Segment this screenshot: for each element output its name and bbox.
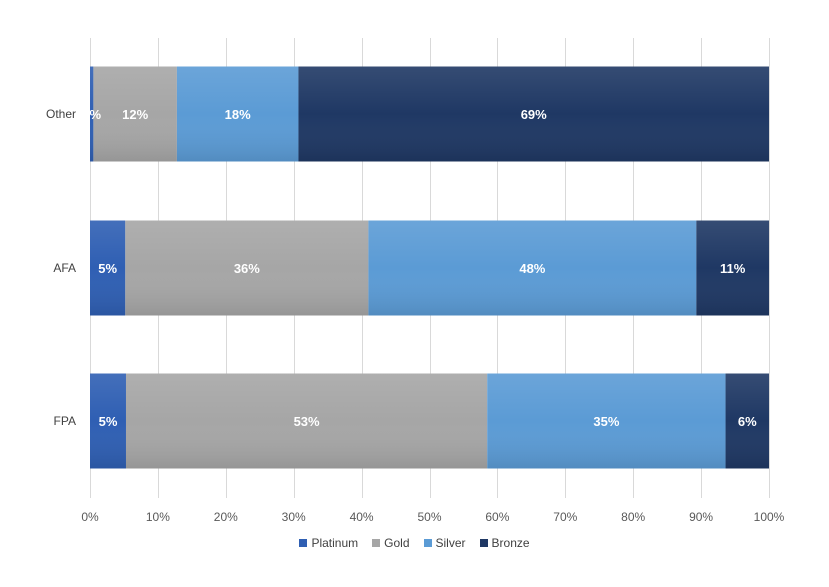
- bar-segment-shading: [487, 373, 726, 469]
- legend-swatch: [299, 539, 308, 547]
- bar-segment-shading: [90, 373, 126, 469]
- data-label: 53%: [294, 414, 320, 429]
- x-tick-label: 100%: [754, 510, 785, 524]
- bar-segment-shading: [93, 66, 177, 162]
- bar-segment-shading: [298, 66, 769, 162]
- legend-swatch: [479, 539, 488, 547]
- data-label: 69%: [521, 107, 547, 122]
- bar-segment-shading: [125, 220, 369, 316]
- bar-segment-shading: [696, 220, 769, 316]
- x-tick-label: 10%: [146, 510, 170, 524]
- data-label: 5%: [98, 261, 117, 276]
- data-label: 11%: [720, 261, 746, 276]
- legend-swatch: [423, 539, 432, 547]
- bar-segment-shading: [90, 220, 126, 316]
- x-tick-label: 0%: [81, 510, 99, 524]
- x-tick-label: 50%: [417, 510, 441, 524]
- bar-segment-shading: [90, 66, 94, 162]
- legend-item-gold: Gold: [372, 536, 410, 550]
- legend-label: Bronze: [491, 536, 530, 550]
- legend-item-silver: Silver: [423, 536, 466, 550]
- legend: Platinum Gold Silver Bronze: [0, 536, 829, 550]
- bar-segment-shading: [368, 220, 697, 316]
- category-label: AFA: [53, 261, 76, 275]
- data-label: 18%: [225, 107, 251, 122]
- legend-label: Silver: [435, 536, 466, 550]
- x-tick-label: 90%: [689, 510, 713, 524]
- data-labels: 1% 12% 18% 69% 5% 36% 48% 11% 5% 53% 35% 6%: [82, 107, 757, 429]
- x-tick-label: 60%: [485, 510, 509, 524]
- bar-segment-shading: [176, 66, 299, 162]
- bar-segment-shading: [725, 373, 769, 469]
- x-tick-label: 20%: [214, 510, 238, 524]
- legend-item-platinum: Platinum: [299, 536, 358, 550]
- legend-label: Gold: [384, 536, 410, 550]
- data-label: 35%: [593, 414, 619, 429]
- x-tick-label: 30%: [282, 510, 306, 524]
- axes: 0% 10% 20% 30% 40% 50% 60% 70% 80% 90% 100% Other AF…: [46, 107, 785, 524]
- x-tick-label: 70%: [553, 510, 577, 524]
- legend-item-bronze: Bronze: [479, 536, 530, 550]
- legend-label: Platinum: [311, 536, 359, 550]
- category-label: FPA: [54, 414, 76, 428]
- x-tick-label: 40%: [350, 510, 374, 524]
- data-label: 1%: [82, 107, 101, 122]
- legend-swatch: [372, 539, 381, 547]
- bar-segment-shading: [125, 373, 488, 469]
- data-label: 48%: [519, 261, 545, 276]
- data-label: 12%: [122, 107, 148, 122]
- data-label: 6%: [738, 414, 757, 429]
- data-label: 36%: [234, 261, 260, 276]
- category-label: Other: [46, 107, 76, 121]
- bars: [90, 66, 769, 469]
- data-label: 5%: [99, 414, 118, 429]
- x-tick-label: 80%: [621, 510, 645, 524]
